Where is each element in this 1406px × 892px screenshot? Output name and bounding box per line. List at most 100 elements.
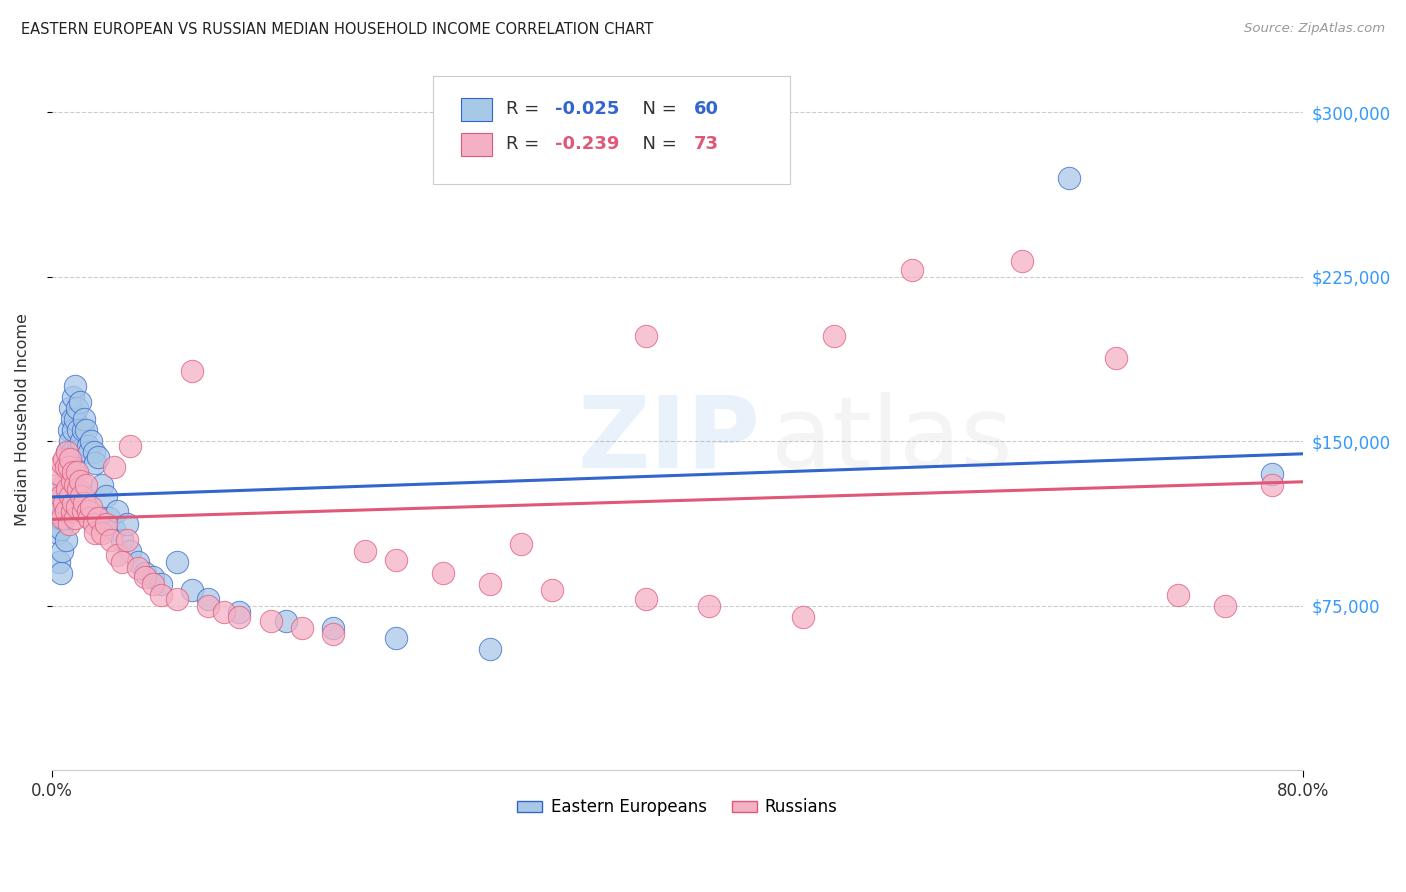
Point <box>111 555 134 569</box>
Point <box>62 390 84 404</box>
Text: R =: R = <box>506 136 546 153</box>
Point <box>70 489 93 503</box>
Point <box>65 401 87 416</box>
Point <box>62 423 84 437</box>
FancyBboxPatch shape <box>433 76 790 185</box>
Point <box>76 504 98 518</box>
Point <box>59 451 82 466</box>
Point <box>58 467 80 481</box>
Point <box>63 511 86 525</box>
Point <box>58 517 80 532</box>
Point <box>45 500 67 514</box>
Point <box>65 500 87 514</box>
Legend: Eastern Europeans, Russians: Eastern Europeans, Russians <box>509 790 846 825</box>
Point <box>56 445 79 459</box>
Point <box>73 495 96 509</box>
Point <box>56 445 79 459</box>
Point <box>1104 351 1126 365</box>
Point <box>79 500 101 514</box>
Point <box>228 609 250 624</box>
Point <box>59 401 82 416</box>
Point <box>72 423 94 437</box>
Point <box>60 412 83 426</box>
Point <box>103 522 125 536</box>
Point <box>823 329 845 343</box>
Point <box>87 450 110 464</box>
Text: N =: N = <box>631 136 683 153</box>
Point <box>127 555 149 569</box>
Point <box>478 576 501 591</box>
Point <box>56 500 79 514</box>
Point <box>75 423 97 437</box>
Point <box>115 533 138 547</box>
Point <box>103 460 125 475</box>
Point <box>53 478 76 492</box>
Point <box>636 592 658 607</box>
Point <box>96 489 118 503</box>
Point <box>181 583 204 598</box>
Point <box>142 570 165 584</box>
Point <box>67 423 90 437</box>
Point <box>79 434 101 449</box>
Point <box>134 566 156 580</box>
Point <box>1167 588 1189 602</box>
Point <box>105 548 128 562</box>
Point <box>353 543 375 558</box>
Point <box>792 609 814 624</box>
Point <box>84 456 107 470</box>
Point <box>65 445 87 459</box>
Text: R =: R = <box>506 100 546 119</box>
Point <box>60 504 83 518</box>
Point <box>58 460 80 475</box>
Point <box>48 555 70 569</box>
Point <box>60 474 83 488</box>
Point <box>55 504 77 518</box>
Point <box>67 483 90 497</box>
Point <box>84 526 107 541</box>
Point <box>70 434 93 449</box>
Point <box>87 511 110 525</box>
Point <box>65 465 87 479</box>
Point <box>1261 467 1284 481</box>
Point <box>49 566 72 580</box>
Point <box>212 605 235 619</box>
Point <box>228 605 250 619</box>
Point <box>45 478 67 492</box>
Point <box>1011 254 1033 268</box>
Point <box>63 412 86 426</box>
Point <box>48 467 70 481</box>
Point <box>72 504 94 518</box>
Point <box>697 599 720 613</box>
Point <box>62 465 84 479</box>
Point <box>432 566 454 580</box>
Point <box>49 489 72 503</box>
Point <box>105 504 128 518</box>
Text: EASTERN EUROPEAN VS RUSSIAN MEDIAN HOUSEHOLD INCOME CORRELATION CHART: EASTERN EUROPEAN VS RUSSIAN MEDIAN HOUSE… <box>21 22 654 37</box>
Text: Source: ZipAtlas.com: Source: ZipAtlas.com <box>1244 22 1385 36</box>
Point <box>69 474 91 488</box>
Point <box>76 439 98 453</box>
Point <box>181 364 204 378</box>
Point <box>901 263 924 277</box>
Point <box>48 511 70 525</box>
Text: -0.025: -0.025 <box>555 100 619 119</box>
Point <box>83 517 105 532</box>
Point <box>100 533 122 547</box>
Point <box>478 642 501 657</box>
Point <box>77 445 100 459</box>
Point <box>636 329 658 343</box>
Point <box>51 543 73 558</box>
Point <box>90 478 112 492</box>
Point <box>166 555 188 569</box>
Point <box>69 394 91 409</box>
Point <box>291 620 314 634</box>
Point <box>58 423 80 437</box>
Point <box>63 379 86 393</box>
Point <box>150 588 173 602</box>
Point <box>53 511 76 525</box>
Point <box>83 445 105 459</box>
Point <box>90 526 112 541</box>
Point <box>51 456 73 470</box>
Point <box>111 533 134 547</box>
Point <box>62 495 84 509</box>
